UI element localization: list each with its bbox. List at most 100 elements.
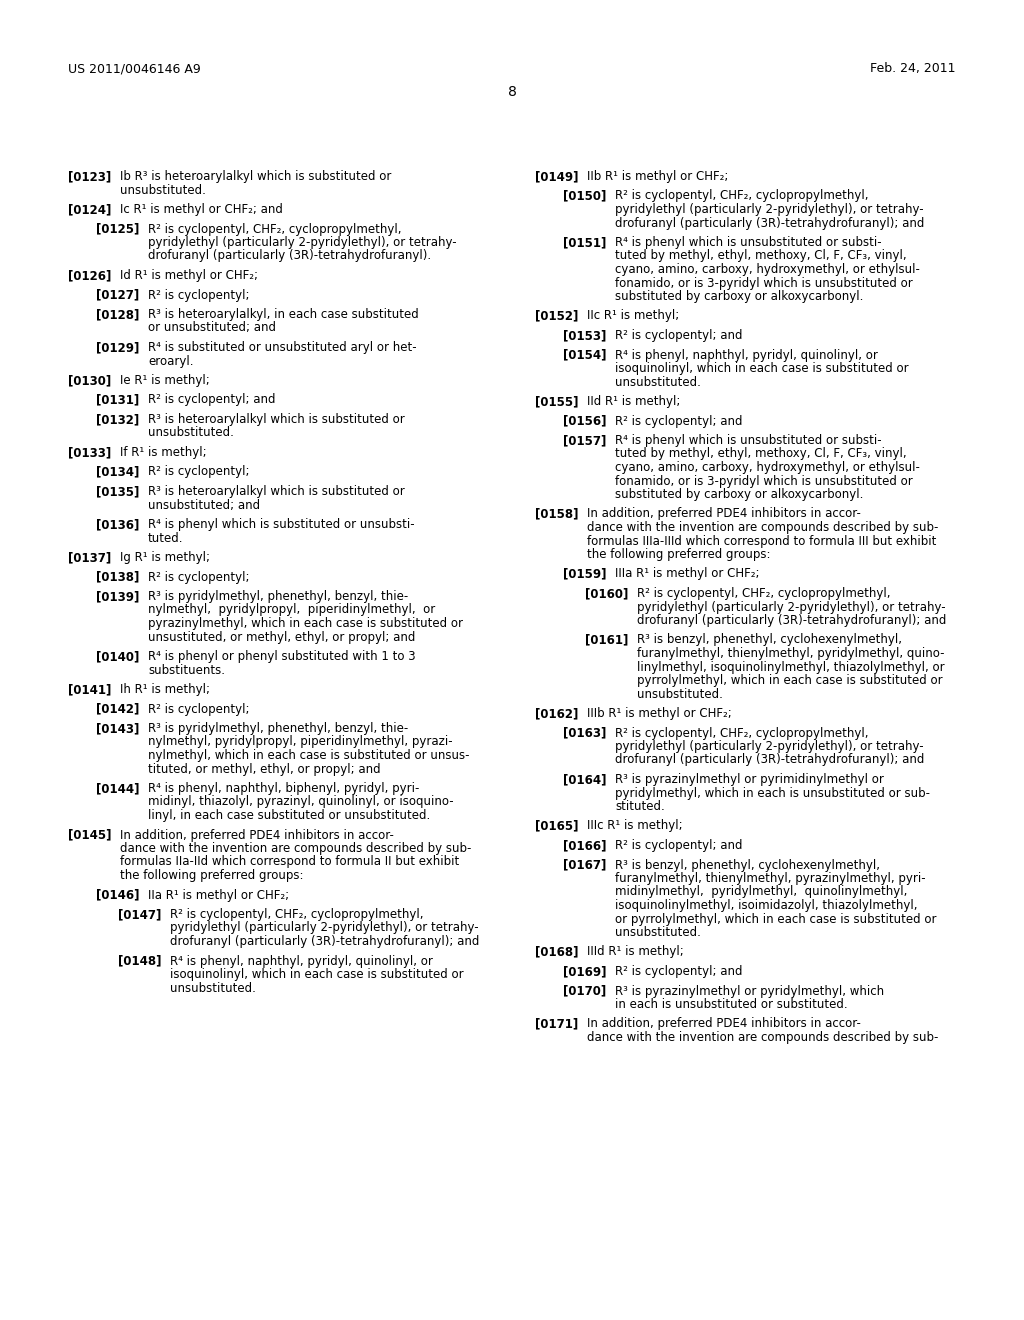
Text: R⁴ is phenyl which is unsubstituted or substi-: R⁴ is phenyl which is unsubstituted or s… [615,236,882,249]
Text: fonamido, or is 3-pyridyl which is unsubstituted or: fonamido, or is 3-pyridyl which is unsub… [615,276,912,289]
Text: isoquinolinyl, which in each case is substituted or: isoquinolinyl, which in each case is sub… [615,362,908,375]
Text: drofuranyl (particularly (3R)-tetrahydrofuranyl); and: drofuranyl (particularly (3R)-tetrahydro… [615,754,925,767]
Text: [0141]: [0141] [68,682,112,696]
Text: R³ is heteroarylalkyl which is substituted or: R³ is heteroarylalkyl which is substitut… [148,413,404,426]
Text: unsubstituted.: unsubstituted. [615,927,700,939]
Text: [0165]: [0165] [535,820,579,833]
Text: dance with the invention are compounds described by sub-: dance with the invention are compounds d… [587,1031,938,1044]
Text: R² is cyclopentyl; and: R² is cyclopentyl; and [615,414,742,428]
Text: [0159]: [0159] [563,568,606,581]
Text: IIb R¹ is methyl or CHF₂;: IIb R¹ is methyl or CHF₂; [587,170,728,183]
Text: [0128]: [0128] [96,308,139,321]
Text: tuted by methyl, ethyl, methoxy, Cl, F, CF₃, vinyl,: tuted by methyl, ethyl, methoxy, Cl, F, … [615,447,906,461]
Text: nylmethyl, pyridylpropyl, piperidinylmethyl, pyrazi-: nylmethyl, pyridylpropyl, piperidinylmet… [148,735,453,748]
Text: [0154]: [0154] [563,348,606,362]
Text: R² is cyclopentyl; and: R² is cyclopentyl; and [615,840,742,851]
Text: stituted.: stituted. [615,800,665,813]
Text: [0162]: [0162] [535,708,579,719]
Text: [0146]: [0146] [96,888,139,902]
Text: Ic R¹ is methyl or CHF₂; and: Ic R¹ is methyl or CHF₂; and [120,203,283,216]
Text: formulas IIIa-IIId which correspond to formula III but exhibit: formulas IIIa-IIId which correspond to f… [587,535,936,548]
Text: Ig R¹ is methyl;: Ig R¹ is methyl; [120,550,210,564]
Text: R³ is pyrazinylmethyl or pyrimidinylmethyl or: R³ is pyrazinylmethyl or pyrimidinylmeth… [615,774,884,785]
Text: cyano, amino, carboxy, hydroxymethyl, or ethylsul-: cyano, amino, carboxy, hydroxymethyl, or… [615,263,920,276]
Text: IId R¹ is methyl;: IId R¹ is methyl; [587,395,680,408]
Text: R⁴ is phenyl, naphthyl, pyridyl, quinolinyl, or: R⁴ is phenyl, naphthyl, pyridyl, quinoli… [615,348,878,362]
Text: R³ is pyrazinylmethyl or pyridylmethyl, which: R³ is pyrazinylmethyl or pyridylmethyl, … [615,985,884,998]
Text: nylmethyl,  pyridylpropyl,  piperidinylmethyl,  or: nylmethyl, pyridylpropyl, piperidinylmet… [148,603,435,616]
Text: tuted.: tuted. [148,532,183,544]
Text: R² is cyclopentyl; and: R² is cyclopentyl; and [615,329,742,342]
Text: In addition, preferred PDE4 inhibitors in accor-: In addition, preferred PDE4 inhibitors i… [587,1018,861,1031]
Text: drofuranyl (particularly (3R)-tetrahydrofuranyl).: drofuranyl (particularly (3R)-tetrahydro… [148,249,431,263]
Text: unsubstituted.: unsubstituted. [120,183,206,197]
Text: [0130]: [0130] [68,374,112,387]
Text: midinylmethyl,  pyridylmethyl,  quinolinylmethyl,: midinylmethyl, pyridylmethyl, quinolinyl… [615,886,907,899]
Text: drofuranyl (particularly (3R)-tetrahydrofuranyl); and: drofuranyl (particularly (3R)-tetrahydro… [637,614,946,627]
Text: linylmethyl, isoquinolinylmethyl, thiazolylmethyl, or: linylmethyl, isoquinolinylmethyl, thiazo… [637,660,944,673]
Text: R³ is heteroarylalkyl which is substituted or: R³ is heteroarylalkyl which is substitut… [148,484,404,498]
Text: R³ is heteroarylalkyl, in each case substituted: R³ is heteroarylalkyl, in each case subs… [148,308,419,321]
Text: [0163]: [0163] [563,726,606,739]
Text: pyridylethyl (particularly 2-pyridylethyl), or tetrahy-: pyridylethyl (particularly 2-pyridylethy… [170,921,478,935]
Text: [0127]: [0127] [96,289,139,301]
Text: R² is cyclopentyl; and: R² is cyclopentyl; and [148,393,275,407]
Text: midinyl, thiazolyl, pyrazinyl, quinolinyl, or isoquino-: midinyl, thiazolyl, pyrazinyl, quinoliny… [148,796,454,808]
Text: [0164]: [0164] [563,774,606,785]
Text: isoquinolinyl, which in each case is substituted or: isoquinolinyl, which in each case is sub… [170,968,464,981]
Text: [0123]: [0123] [68,170,112,183]
Text: [0167]: [0167] [563,858,606,871]
Text: fonamido, or is 3-pyridyl which is unsubstituted or: fonamido, or is 3-pyridyl which is unsub… [615,474,912,487]
Text: in each is unsubstituted or substituted.: in each is unsubstituted or substituted. [615,998,848,1011]
Text: R⁴ is substituted or unsubstituted aryl or het-: R⁴ is substituted or unsubstituted aryl … [148,341,417,354]
Text: dance with the invention are compounds described by sub-: dance with the invention are compounds d… [120,842,471,855]
Text: Ib R³ is heteroarylalkyl which is substituted or: Ib R³ is heteroarylalkyl which is substi… [120,170,391,183]
Text: [0129]: [0129] [96,341,139,354]
Text: IIa R¹ is methyl or CHF₂;: IIa R¹ is methyl or CHF₂; [148,888,289,902]
Text: Ih R¹ is methyl;: Ih R¹ is methyl; [120,682,210,696]
Text: drofuranyl (particularly (3R)-tetrahydrofuranyl); and: drofuranyl (particularly (3R)-tetrahydro… [170,935,479,948]
Text: Ie R¹ is methyl;: Ie R¹ is methyl; [120,374,210,387]
Text: [0125]: [0125] [96,223,139,235]
Text: substituted by carboxy or alkoxycarbonyl.: substituted by carboxy or alkoxycarbonyl… [615,488,863,502]
Text: R² is cyclopentyl, CHF₂, cyclopropylmethyl,: R² is cyclopentyl, CHF₂, cyclopropylmeth… [170,908,424,921]
Text: 8: 8 [508,84,516,99]
Text: If R¹ is methyl;: If R¹ is methyl; [120,446,207,459]
Text: [0148]: [0148] [118,954,162,968]
Text: tituted, or methyl, ethyl, or propyl; and: tituted, or methyl, ethyl, or propyl; an… [148,763,381,776]
Text: formulas IIa-IId which correspond to formula II but exhibit: formulas IIa-IId which correspond to for… [120,855,459,869]
Text: [0170]: [0170] [563,985,606,998]
Text: [0153]: [0153] [563,329,606,342]
Text: [0150]: [0150] [563,190,606,202]
Text: [0151]: [0151] [563,236,606,249]
Text: R² is cyclopentyl;: R² is cyclopentyl; [148,702,250,715]
Text: tuted by methyl, ethyl, methoxy, Cl, F, CF₃, vinyl,: tuted by methyl, ethyl, methoxy, Cl, F, … [615,249,906,263]
Text: [0143]: [0143] [96,722,139,735]
Text: the following preferred groups:: the following preferred groups: [120,869,303,882]
Text: R³ is pyridylmethyl, phenethyl, benzyl, thie-: R³ is pyridylmethyl, phenethyl, benzyl, … [148,722,409,735]
Text: [0160]: [0160] [585,587,629,601]
Text: [0137]: [0137] [68,550,112,564]
Text: [0142]: [0142] [96,702,139,715]
Text: substituents.: substituents. [148,664,225,676]
Text: [0139]: [0139] [96,590,139,603]
Text: R² is cyclopentyl; and: R² is cyclopentyl; and [615,965,742,978]
Text: In addition, preferred PDE4 inhibitors in accor-: In addition, preferred PDE4 inhibitors i… [587,507,861,520]
Text: IIc R¹ is methyl;: IIc R¹ is methyl; [587,309,679,322]
Text: substituted by carboxy or alkoxycarbonyl.: substituted by carboxy or alkoxycarbonyl… [615,290,863,304]
Text: [0145]: [0145] [68,829,112,842]
Text: R² is cyclopentyl, CHF₂, cyclopropylmethyl,: R² is cyclopentyl, CHF₂, cyclopropylmeth… [615,726,868,739]
Text: pyridylmethyl, which in each is unsubstituted or sub-: pyridylmethyl, which in each is unsubsti… [615,787,930,800]
Text: R⁴ is phenyl which is unsubstituted or substi-: R⁴ is phenyl which is unsubstituted or s… [615,434,882,447]
Text: R³ is benzyl, phenethyl, cyclohexenylmethyl,: R³ is benzyl, phenethyl, cyclohexenylmet… [637,634,902,647]
Text: pyridylethyl (particularly 2-pyridylethyl), or tetrahy-: pyridylethyl (particularly 2-pyridylethy… [615,203,924,216]
Text: dance with the invention are compounds described by sub-: dance with the invention are compounds d… [587,521,938,535]
Text: R² is cyclopentyl;: R² is cyclopentyl; [148,570,250,583]
Text: [0168]: [0168] [535,945,579,958]
Text: IIId R¹ is methyl;: IIId R¹ is methyl; [587,945,684,958]
Text: R³ is pyridylmethyl, phenethyl, benzyl, thie-: R³ is pyridylmethyl, phenethyl, benzyl, … [148,590,409,603]
Text: [0152]: [0152] [535,309,579,322]
Text: pyrazinylmethyl, which in each case is substituted or: pyrazinylmethyl, which in each case is s… [148,616,463,630]
Text: IIIa R¹ is methyl or CHF₂;: IIIa R¹ is methyl or CHF₂; [615,568,760,581]
Text: unsubstituted.: unsubstituted. [615,375,700,388]
